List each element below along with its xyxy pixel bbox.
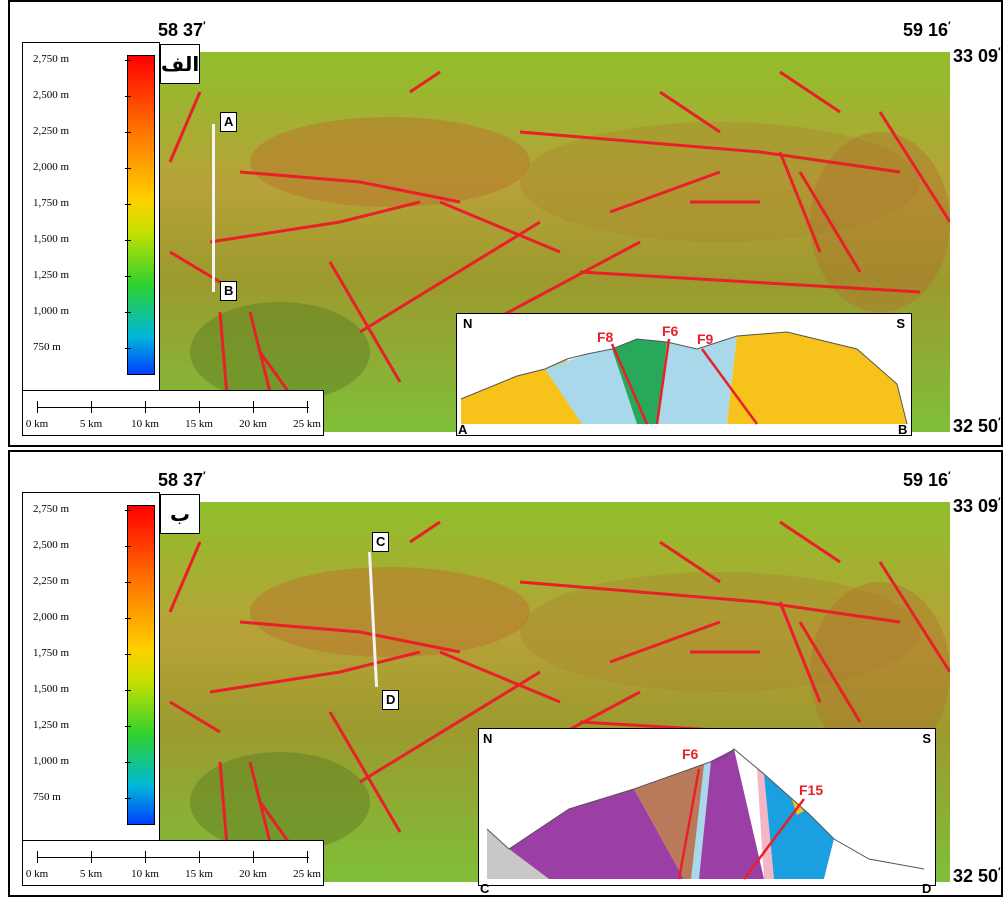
legend-tick: 1,250 m bbox=[33, 269, 131, 281]
profile-line bbox=[212, 124, 215, 292]
legend-tick: 2,750 m bbox=[33, 503, 131, 515]
legend-tick: 2,500 m bbox=[33, 539, 131, 551]
cross-section: F6 F15 N S bbox=[478, 728, 936, 886]
profile-end-label: D bbox=[382, 690, 400, 710]
legend-tick: 1,500 m bbox=[33, 233, 131, 245]
profile-end-label: B bbox=[220, 281, 238, 301]
fault-label: F6 bbox=[682, 746, 699, 762]
scale-label: 5 km bbox=[79, 418, 103, 430]
panel-label: الف bbox=[160, 44, 200, 84]
lat-bottom-label: 32 50′ bbox=[953, 416, 1001, 436]
profile-start-label: A bbox=[220, 112, 238, 132]
scale-label: 20 km bbox=[239, 418, 267, 430]
fault-label: F6 bbox=[662, 323, 679, 339]
fault-label: F9 bbox=[697, 331, 714, 347]
legend-tick: 1,000 m bbox=[33, 755, 131, 767]
legend-tick: 2,250 m bbox=[33, 575, 131, 587]
elevation-color-ramp bbox=[127, 505, 155, 825]
scale-label: 25 km bbox=[293, 418, 321, 430]
section-right-end: B bbox=[898, 422, 908, 437]
south-label: S bbox=[922, 731, 931, 746]
legend-tick: 1,250 m bbox=[33, 719, 131, 731]
legend-tick: 1,500 m bbox=[33, 683, 131, 695]
legend-tick: 750 m bbox=[33, 791, 131, 803]
map-panel-2: 58 37′ 59 16′ 33 09′ 32 50′ bbox=[8, 450, 1003, 897]
lon-right-label: 59 16′ bbox=[903, 470, 951, 490]
fault-label: F15 bbox=[799, 782, 823, 798]
lat-top-label: 33 09′ bbox=[953, 496, 1001, 516]
lon-left-label: 58 37′ bbox=[158, 20, 206, 40]
scale-bar: 0 km 5 km 10 km 15 km 20 km 25 km bbox=[22, 840, 324, 886]
section-left-end: C bbox=[480, 881, 490, 896]
scale-label: 5 km bbox=[79, 868, 103, 880]
legend-tick: 2,500 m bbox=[33, 89, 131, 101]
fault-label: F8 bbox=[597, 329, 614, 345]
north-label: N bbox=[463, 316, 473, 331]
south-label: S bbox=[896, 316, 905, 331]
section-left-end: A bbox=[458, 422, 468, 437]
legend-tick: 750 m bbox=[33, 341, 131, 353]
legend-tick: 1,000 m bbox=[33, 305, 131, 317]
panel-label: ب bbox=[160, 494, 200, 534]
scale-label: 10 km bbox=[131, 418, 159, 430]
profile-start-label: C bbox=[372, 532, 390, 552]
north-label: N bbox=[483, 731, 493, 746]
scale-label: 0 km bbox=[25, 418, 49, 430]
scale-label: 0 km bbox=[25, 868, 49, 880]
lon-left-label: 58 37′ bbox=[158, 470, 206, 490]
legend-tick: 2,000 m bbox=[33, 161, 131, 173]
lon-right-label: 59 16′ bbox=[903, 20, 951, 40]
cross-section: F8 F6 F9 N S bbox=[456, 313, 912, 436]
scale-bar: 0 km 5 km 10 km 15 km 20 km 25 km bbox=[22, 390, 324, 436]
legend-tick: 2,750 m bbox=[33, 53, 131, 65]
map-panel-1: 58 37′ 59 16′ 33 09′ 32 50′ bbox=[8, 0, 1003, 447]
section-right-end: D bbox=[922, 881, 932, 896]
lat-bottom-label: 32 50′ bbox=[953, 866, 1001, 886]
scale-label: 25 km bbox=[293, 868, 321, 880]
scale-label: 20 km bbox=[239, 868, 267, 880]
elevation-legend: 2,750 m 2,500 m 2,250 m 2,000 m 1,750 m … bbox=[22, 42, 160, 392]
legend-tick: 2,000 m bbox=[33, 611, 131, 623]
legend-tick: 1,750 m bbox=[33, 647, 131, 659]
scale-label: 15 km bbox=[185, 868, 213, 880]
scale-label: 10 km bbox=[131, 868, 159, 880]
lat-top-label: 33 09′ bbox=[953, 46, 1001, 66]
scale-label: 15 km bbox=[185, 418, 213, 430]
legend-tick: 2,250 m bbox=[33, 125, 131, 137]
legend-tick: 1,750 m bbox=[33, 197, 131, 209]
elevation-legend: 2,750 m 2,500 m 2,250 m 2,000 m 1,750 m … bbox=[22, 492, 160, 842]
elevation-color-ramp bbox=[127, 55, 155, 375]
